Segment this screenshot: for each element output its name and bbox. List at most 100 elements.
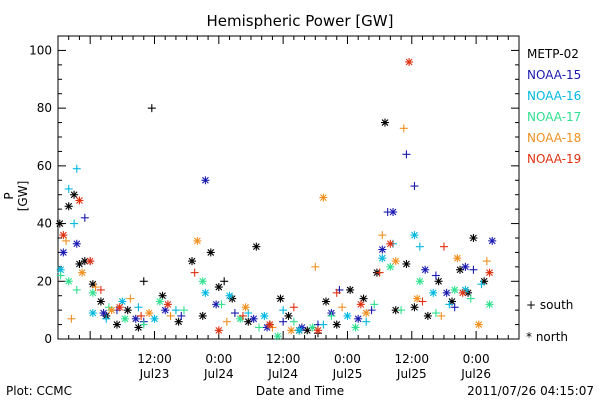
plot-frame bbox=[57, 35, 520, 340]
point-noaa-17-south bbox=[289, 317, 298, 326]
point-noaa-17-north bbox=[351, 323, 360, 332]
point-noaa-15-north bbox=[461, 262, 470, 271]
x-tick-date-label: Jul25 bbox=[332, 367, 363, 381]
point-noaa-19-north bbox=[59, 231, 68, 240]
point-metp-02-north bbox=[214, 283, 223, 292]
legend-entry-noaa-19: NOAA-19 bbox=[527, 152, 582, 166]
x-tick-date-label: Jul24 bbox=[267, 367, 298, 381]
point-noaa-18-south bbox=[338, 303, 347, 312]
point-noaa-17-south bbox=[56, 271, 65, 280]
point-noaa-16-south bbox=[72, 164, 81, 173]
point-metp-02-north bbox=[423, 311, 432, 320]
point-metp-02-north bbox=[391, 306, 400, 315]
point-noaa-19-south bbox=[375, 268, 384, 277]
point-metp-02-north bbox=[123, 306, 132, 315]
point-noaa-15-north bbox=[442, 288, 451, 297]
point-noaa-19-south bbox=[190, 268, 199, 277]
point-noaa-17-north bbox=[450, 285, 459, 294]
point-metp-02-north bbox=[402, 259, 411, 268]
point-noaa-19-north bbox=[458, 288, 467, 297]
point-noaa-17-north bbox=[155, 297, 164, 306]
point-noaa-19-north bbox=[115, 303, 124, 312]
point-noaa-15-south bbox=[469, 265, 478, 274]
point-noaa-16-north bbox=[295, 326, 304, 335]
point-noaa-18-south bbox=[222, 317, 231, 326]
point-noaa-15-south bbox=[80, 213, 89, 222]
point-noaa-19-north bbox=[485, 268, 494, 277]
point-noaa-19-south bbox=[332, 288, 341, 297]
plot-axes: 02040608010012:00Jul230:00Jul2412:00Jul2… bbox=[29, 35, 520, 381]
point-noaa-15-south bbox=[177, 311, 186, 320]
point-noaa-17-north bbox=[64, 277, 73, 286]
point-noaa-15-north bbox=[488, 236, 497, 245]
point-noaa-17-south bbox=[139, 320, 148, 329]
point-noaa-16-north bbox=[378, 254, 387, 263]
point-noaa-18-north bbox=[362, 309, 371, 318]
legend-entry-noaa-18: NOAA-18 bbox=[527, 131, 582, 145]
point-noaa-18-north bbox=[145, 309, 154, 318]
symbol-key-north: * north bbox=[526, 330, 569, 344]
point-noaa-18-south bbox=[399, 124, 408, 133]
x-tick-date-label: Jul23 bbox=[139, 367, 170, 381]
point-noaa-17-south bbox=[72, 285, 81, 294]
x-tick-time-label: 12:00 bbox=[137, 352, 172, 366]
point-metp-02-north bbox=[410, 303, 419, 312]
point-metp-02-north bbox=[198, 311, 207, 320]
x-tick-time-label: 12:00 bbox=[394, 352, 429, 366]
point-noaa-17-south bbox=[179, 306, 188, 315]
point-noaa-16-south bbox=[362, 317, 371, 326]
point-metp-02-north bbox=[332, 320, 341, 329]
point-metp-02-north bbox=[64, 202, 73, 211]
point-metp-02-north bbox=[469, 234, 478, 242]
point-metp-02-north bbox=[70, 190, 79, 199]
point-noaa-18-north bbox=[319, 193, 328, 202]
point-noaa-19-north bbox=[265, 320, 274, 329]
point-noaa-17-south bbox=[217, 300, 226, 309]
point-noaa-15-south bbox=[279, 317, 288, 326]
point-noaa-18-south bbox=[437, 311, 446, 320]
point-noaa-17-south bbox=[466, 294, 475, 303]
point-noaa-18-south bbox=[311, 262, 320, 271]
point-noaa-15-south bbox=[410, 182, 419, 191]
point-noaa-15-south bbox=[230, 309, 239, 318]
point-noaa-16-north bbox=[201, 288, 210, 297]
point-metp-02-north bbox=[188, 257, 197, 266]
point-noaa-15-north bbox=[354, 314, 363, 323]
point-noaa-15-north bbox=[201, 176, 210, 185]
point-metp-02-north bbox=[434, 277, 443, 286]
point-noaa-15-north bbox=[59, 248, 68, 257]
point-noaa-18-north bbox=[78, 268, 87, 277]
chart-title: Hemispheric Power [GW] bbox=[206, 12, 394, 30]
point-noaa-19-south bbox=[289, 303, 298, 312]
point-noaa-17-south bbox=[370, 300, 379, 309]
point-noaa-19-south bbox=[137, 311, 146, 320]
point-noaa-19-north bbox=[163, 300, 172, 309]
point-noaa-16-south bbox=[70, 219, 79, 228]
point-noaa-17-south bbox=[431, 309, 440, 318]
plot-timestamp: 2011/07/26 04:15:07 bbox=[467, 384, 594, 398]
point-noaa-17-north bbox=[88, 288, 97, 297]
point-noaa-17-south bbox=[327, 311, 336, 320]
symbol-key-south: + south bbox=[526, 298, 574, 312]
point-noaa-16-north bbox=[260, 311, 269, 320]
point-metp-02-north bbox=[134, 323, 143, 332]
point-noaa-17-north bbox=[273, 332, 282, 341]
point-metp-02-north bbox=[206, 248, 215, 257]
point-noaa-18-north bbox=[474, 320, 483, 329]
y-tick-label: 20 bbox=[37, 274, 52, 288]
point-metp-02-north bbox=[284, 311, 293, 320]
point-noaa-18-north bbox=[193, 236, 202, 245]
point-noaa-17-south bbox=[255, 323, 264, 332]
point-noaa-17-north bbox=[198, 277, 207, 286]
x-tick-time-label: 0:00 bbox=[334, 352, 361, 366]
point-noaa-17-north bbox=[308, 323, 317, 332]
point-noaa-17-north bbox=[121, 314, 130, 323]
point-metp-02-south bbox=[147, 104, 156, 113]
x-tick-date-label: Jul25 bbox=[396, 367, 427, 381]
point-noaa-18-south bbox=[166, 311, 175, 320]
point-noaa-16-south bbox=[319, 320, 328, 329]
point-noaa-18-south bbox=[126, 294, 135, 303]
legend: METP-02 NOAA-15 NOAA-16 NOAA-17 NOAA-18 … bbox=[527, 44, 581, 170]
point-noaa-15-north bbox=[131, 314, 140, 323]
point-noaa-18-south bbox=[378, 231, 387, 240]
